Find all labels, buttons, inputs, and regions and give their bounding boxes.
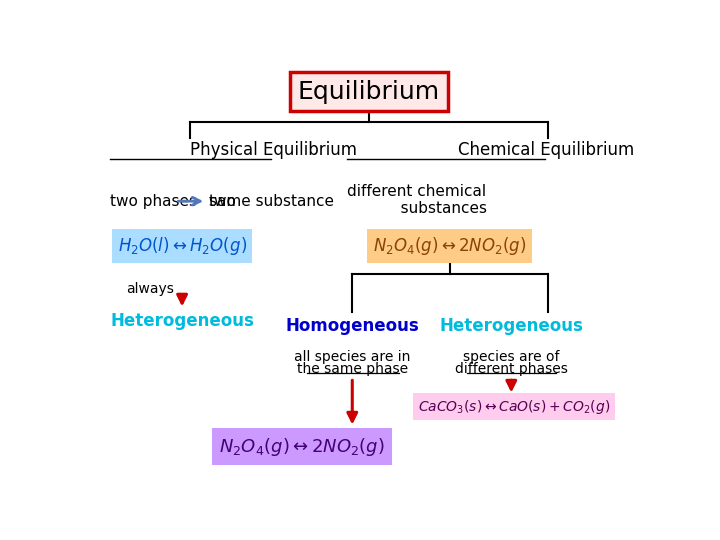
Text: same substance: same substance	[209, 194, 334, 208]
Text: two: two	[209, 194, 237, 208]
Text: Heterogeneous: Heterogeneous	[439, 317, 583, 335]
Text: different chemical
           substances: different chemical substances	[347, 184, 487, 216]
Text: Chemical Equilibrium: Chemical Equilibrium	[459, 141, 634, 159]
Text: $CaCO_3(s) \leftrightarrow CaO(s)+CO_2(g)$: $CaCO_3(s) \leftrightarrow CaO(s)+CO_2(g…	[418, 397, 611, 416]
Text: different phases: different phases	[455, 362, 568, 376]
Text: $N_2O_4(g) \leftrightarrow 2NO_2(g)$: $N_2O_4(g) \leftrightarrow 2NO_2(g)$	[373, 235, 526, 256]
Text: Equilibrium: Equilibrium	[298, 80, 440, 104]
Text: Heterogeneous: Heterogeneous	[110, 312, 254, 329]
Text: Homogeneous: Homogeneous	[285, 317, 419, 335]
Text: all species are in: all species are in	[294, 350, 410, 364]
Text: species are of: species are of	[463, 350, 559, 364]
Text: always: always	[126, 281, 174, 295]
Text: the same phase: the same phase	[297, 362, 408, 376]
Text: two phases: two phases	[109, 194, 197, 208]
Text: Physical Equilibrium: Physical Equilibrium	[190, 141, 357, 159]
Text: $N_2O_4(g) \leftrightarrow 2NO_2(g)$: $N_2O_4(g) \leftrightarrow 2NO_2(g)$	[219, 435, 385, 457]
Text: $H_2O(l) \leftrightarrow H_2O(g)$: $H_2O(l) \leftrightarrow H_2O(g)$	[117, 235, 247, 256]
